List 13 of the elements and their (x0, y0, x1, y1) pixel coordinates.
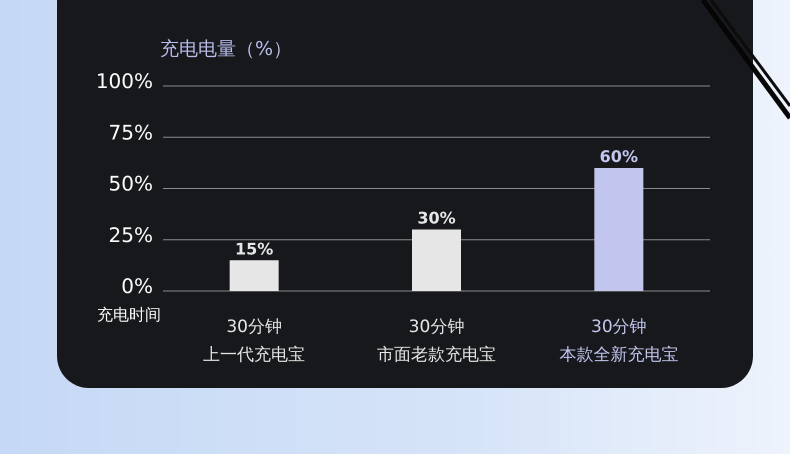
data-label: 30% (417, 208, 456, 228)
y-tick-label: 100% (96, 69, 153, 93)
y-tick-label: 50% (108, 172, 153, 196)
data-label: 15% (235, 239, 274, 258)
data-label: 60% (600, 147, 638, 166)
x-axis-title: 充电时间 (97, 305, 161, 324)
y-tick-label: 25% (108, 222, 153, 247)
y-tick-label: 0% (121, 274, 153, 298)
x-tick-label: 30分钟本款全新充电宝 (559, 317, 678, 365)
y-tick-label: 75% (108, 120, 153, 144)
x-tick-label: 30分钟上一代充电宝 (203, 317, 306, 365)
chart-title: 充电电量（%） (160, 38, 292, 60)
x-tick-label: 30分钟市面老款充电宝 (377, 317, 496, 365)
